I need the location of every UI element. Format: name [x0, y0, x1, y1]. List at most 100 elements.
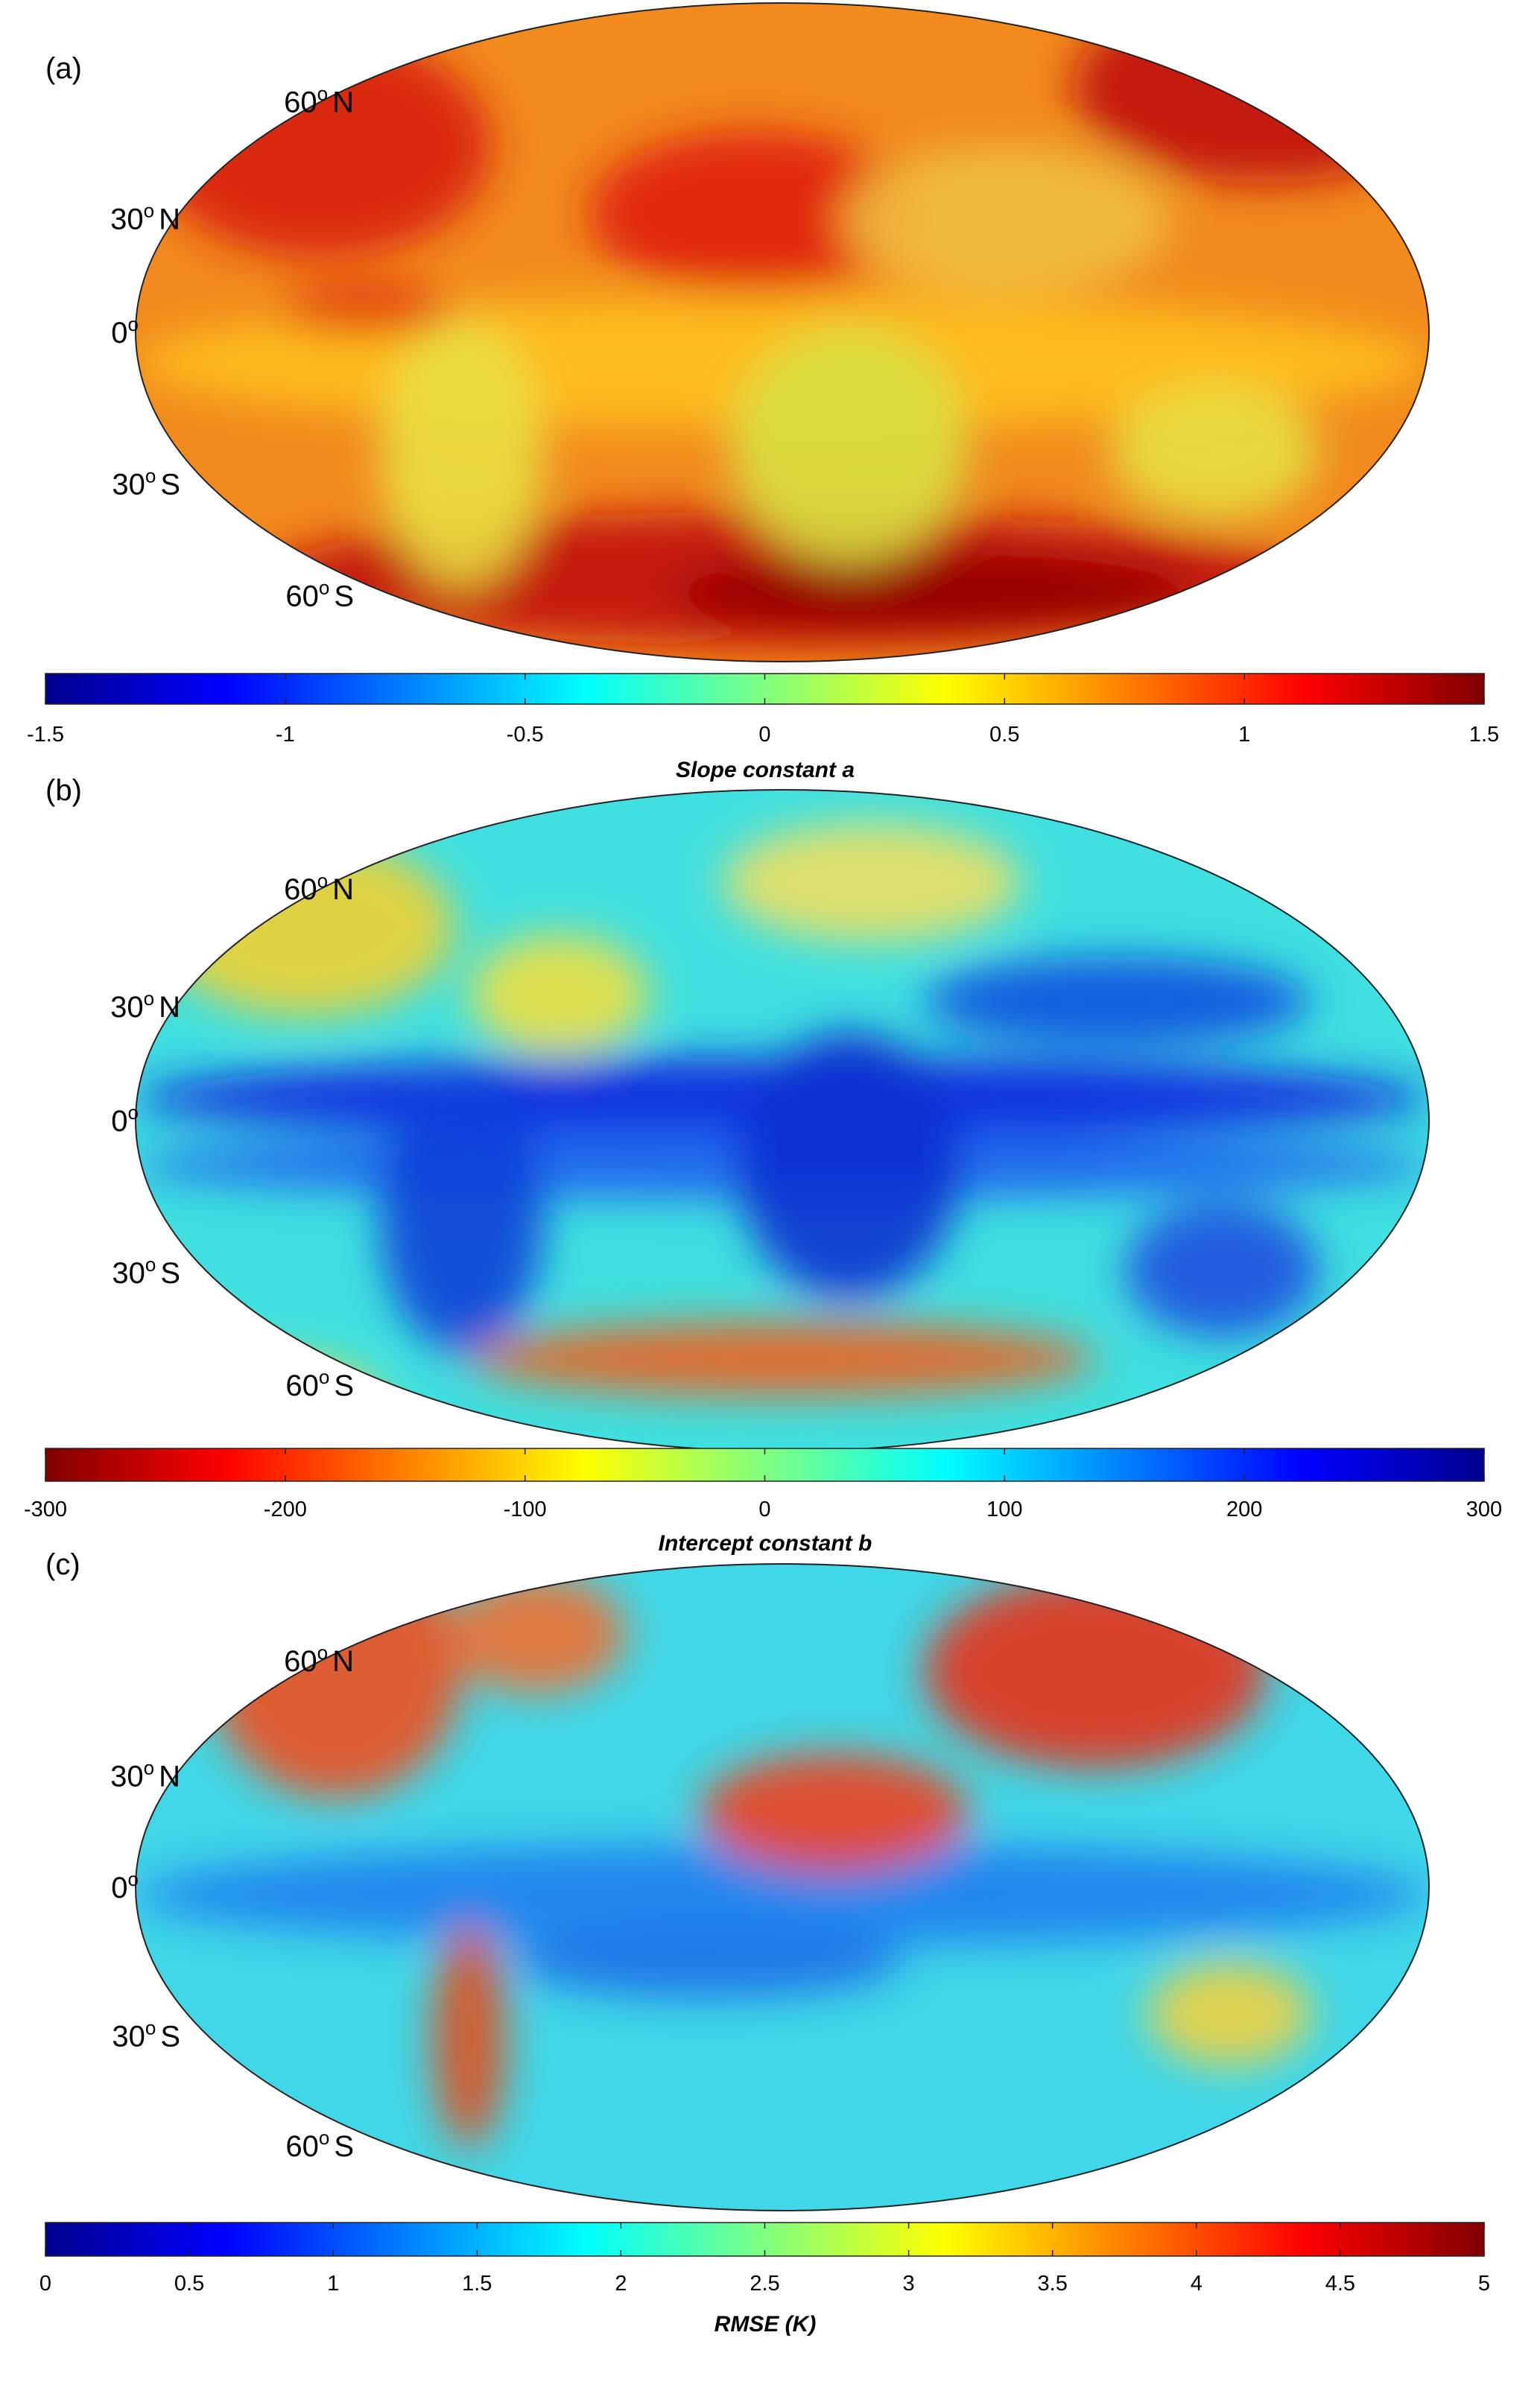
field-blob [589, 131, 916, 295]
lat-degree-sign: o [319, 577, 329, 599]
colorbar-tick-label: 100 [986, 1498, 1022, 1521]
field-blob [469, 1322, 1095, 1396]
colorbar-label: Intercept constant b [659, 1531, 872, 1556]
colorbar-tick-label: -100 [504, 1498, 547, 1521]
colorbar-tick-label: 300 [1466, 1498, 1502, 1521]
field-blob [700, 1753, 969, 1872]
map-texture [136, 823, 1429, 1448]
latitude-label: 60o S [285, 2126, 354, 2163]
lat-degree-sign: o [317, 83, 328, 105]
lat-degree-sign: o [145, 1253, 156, 1276]
panel-label: (b) [45, 774, 82, 807]
latitude-label: 60o N [284, 83, 354, 119]
colorbar-tick-label: 1.5 [462, 2272, 492, 2296]
colorbar-tick-label: 1 [327, 2272, 339, 2296]
panel-label: (c) [45, 1548, 80, 1581]
lat-hemisphere: N [332, 873, 354, 906]
field-blob [380, 1083, 544, 1352]
latitude-label: 30o S [112, 464, 180, 501]
latitude-label: 0o [111, 1101, 139, 1138]
lat-degree: 30 [110, 1760, 144, 1793]
latitude-label: 0o [111, 1868, 139, 1904]
colorbar-tick-label: 0 [758, 1498, 770, 1521]
colorbar-tick-label: 0 [758, 723, 770, 747]
latitude-label: 30o N [110, 200, 180, 236]
latitude-label: 30o N [110, 1756, 180, 1793]
field-blob [156, 837, 454, 1016]
lat-hemisphere: N [159, 1760, 180, 1793]
latitude-label: 60o S [285, 577, 354, 613]
lat-degree-sign: o [145, 464, 156, 487]
lat-degree: 60 [285, 1369, 319, 1402]
lat-hemisphere: S [160, 1257, 180, 1290]
field-blob [469, 934, 648, 1054]
colorbar-tick-label: 200 [1226, 1498, 1262, 1521]
lat-hemisphere: N [159, 203, 180, 236]
colorbar-tick-label: 2.5 [750, 2272, 779, 2296]
field-blob [380, 317, 544, 586]
lat-hemisphere: S [334, 580, 354, 613]
field-blob [1147, 1962, 1311, 2066]
lat-hemisphere: S [334, 2130, 354, 2163]
map-field [136, 790, 1429, 1451]
colorbar-tick-label: 4.5 [1325, 2272, 1355, 2296]
lat-degree-sign: o [319, 1366, 329, 1388]
latitude-label: 30o N [110, 987, 180, 1024]
colorbar-tick-label: 5 [1478, 2272, 1490, 2296]
lat-degree-sign: o [144, 200, 154, 222]
field-blob [514, 1925, 901, 1999]
lat-hemisphere: S [160, 468, 180, 501]
colorbar-label: Slope constant a [676, 758, 855, 782]
colorbar-tick-label: 4 [1191, 2272, 1202, 2296]
lat-hemisphere: S [334, 1369, 354, 1402]
field-blob [924, 957, 1311, 1046]
latitude-label: 60o S [285, 1366, 354, 1402]
lat-degree: 0 [111, 1872, 127, 1904]
field-blob [276, 288, 454, 332]
lat-degree: 30 [110, 203, 144, 236]
lat-degree-sign: o [145, 2017, 156, 2039]
lat-hemisphere: N [332, 1645, 354, 1678]
colorbar-tick-label: -200 [264, 1498, 307, 1521]
colorbar-tick-label: 2 [615, 2272, 627, 2296]
lat-degree-sign: o [317, 1641, 328, 1664]
lat-hemisphere: N [159, 991, 180, 1024]
colorbar-tick-label: -1.5 [27, 723, 64, 747]
panel-label: (a) [45, 52, 82, 85]
lat-degree-sign: o [128, 1101, 139, 1124]
lat-degree-sign: o [144, 987, 154, 1010]
colorbar-tick-label: -1 [276, 723, 295, 747]
map-field [136, 1564, 1429, 2211]
latitude-label: 60o N [284, 870, 354, 906]
lat-degree: 60 [284, 873, 317, 906]
lat-degree-sign: o [319, 2126, 329, 2149]
map-outline [135, 2, 1430, 662]
field-blob [447, 1574, 626, 1694]
lat-degree: 30 [112, 1257, 145, 1290]
lat-degree-sign: o [317, 870, 328, 892]
field-blob [1110, 384, 1319, 519]
lat-degree: 0 [111, 317, 127, 349]
lat-degree: 60 [284, 1645, 317, 1678]
field-blob [738, 1031, 961, 1299]
field-blob [432, 1925, 507, 2148]
map-outline [135, 1563, 1430, 2211]
lat-degree: 0 [111, 1105, 127, 1138]
colorbar-tick-label: 0.5 [174, 2272, 204, 2296]
lat-degree: 60 [285, 2130, 319, 2163]
lat-degree: 60 [284, 86, 317, 119]
field-blob [730, 325, 969, 563]
field-blob [842, 146, 1170, 295]
lat-degree: 30 [110, 991, 144, 1024]
colorbar-tick-label: -0.5 [507, 723, 544, 747]
field-blob [1125, 1203, 1319, 1337]
field-blob [149, 34, 492, 258]
latitude-label: 30o S [112, 1253, 180, 1290]
lat-hemisphere: N [332, 86, 354, 119]
lat-degree-sign: o [128, 1868, 139, 1890]
colorbar-tick-label: 3.5 [1038, 2272, 1068, 2296]
lat-degree-sign: o [144, 1756, 154, 1778]
